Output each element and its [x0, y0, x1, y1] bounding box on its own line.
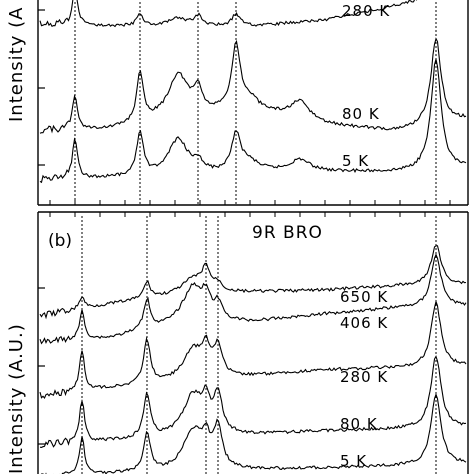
- temperature-label: 5 K: [342, 152, 369, 170]
- spectrum-line-650k: [39, 245, 467, 320]
- panel-b-y-axis-label: Intensity (A.U.): [6, 323, 27, 474]
- panel-a: 280 K 80 K 5 K: [37, 0, 469, 217]
- spectrum-line-80k: [39, 355, 467, 448]
- temperature-label: 80 K: [342, 105, 380, 123]
- temperature-label: 5 K: [340, 452, 367, 470]
- temperature-label: 80 K: [340, 415, 378, 433]
- panel-b: 650 K 406 K 280 K 80 K 5 K: [37, 212, 469, 474]
- temperature-label: 280 K: [342, 2, 390, 20]
- panel-b-label: (b): [48, 231, 72, 251]
- spectrum-line-80k: [39, 37, 467, 134]
- spectrum-line-406k: [39, 253, 467, 345]
- panel-b-title: 9R BRO: [252, 223, 323, 243]
- temperature-label: 650 K: [340, 288, 388, 306]
- panel-a-y-axis-label: Intensity (A: [6, 7, 27, 122]
- spectrum-line-280k: [39, 0, 418, 28]
- temperature-label: 406 K: [340, 314, 388, 332]
- spectrum-line-5k: [39, 59, 467, 184]
- temperature-label: 280 K: [340, 368, 388, 386]
- spectrum-line-280k: [39, 299, 467, 400]
- spectrum-line-5k: [40, 392, 467, 474]
